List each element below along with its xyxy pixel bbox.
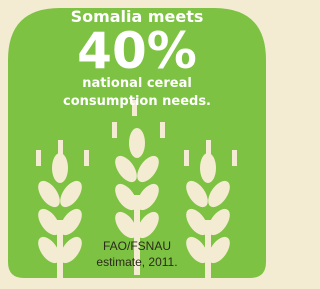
source: estimate, 2011. [96,255,177,269]
source: FAO/FSNAU [103,239,171,253]
highlight-number: 40% [77,22,197,80]
subtext: national cereal [82,76,192,91]
page: Somalia meets 40% national cereal consum… [0,0,274,289]
subtext: consumption needs. [63,94,211,109]
infographic: Somalia meets 40% national cereal consum… [0,0,274,289]
